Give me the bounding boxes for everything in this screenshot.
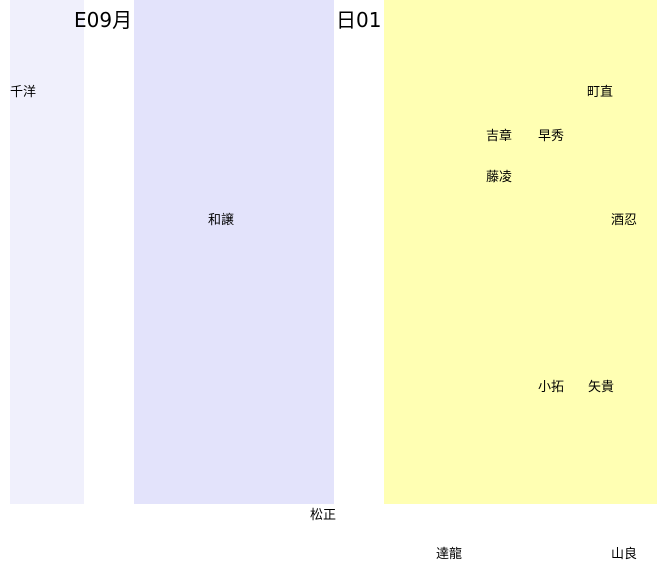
name-label-wajou: 和譲 [208,213,235,228]
name-label-sakeshinobu: 酒忍 [611,213,638,228]
name-label-senyou: 千洋 [10,85,37,100]
panel-middle [134,0,334,504]
panel-right [384,0,657,504]
name-label-yakan: 矢貴 [588,380,615,395]
name-label-kichishou: 吉章 [486,129,513,144]
name-label-tatsuryuu: 達龍 [436,547,463,562]
name-label-machinao: 町直 [587,85,614,100]
heading-left-fragment: E09月 [74,8,133,32]
name-label-soushuu: 早秀 [538,129,565,144]
heading-right-fragment: 日01 [336,8,382,32]
name-label-fujiryou: 藤凌 [486,170,513,185]
name-label-yamayoshi: 山良 [611,547,638,562]
panel-left [10,0,84,504]
name-label-matsumasa: 松正 [310,508,337,523]
name-label-kotaku: 小拓 [538,380,565,395]
